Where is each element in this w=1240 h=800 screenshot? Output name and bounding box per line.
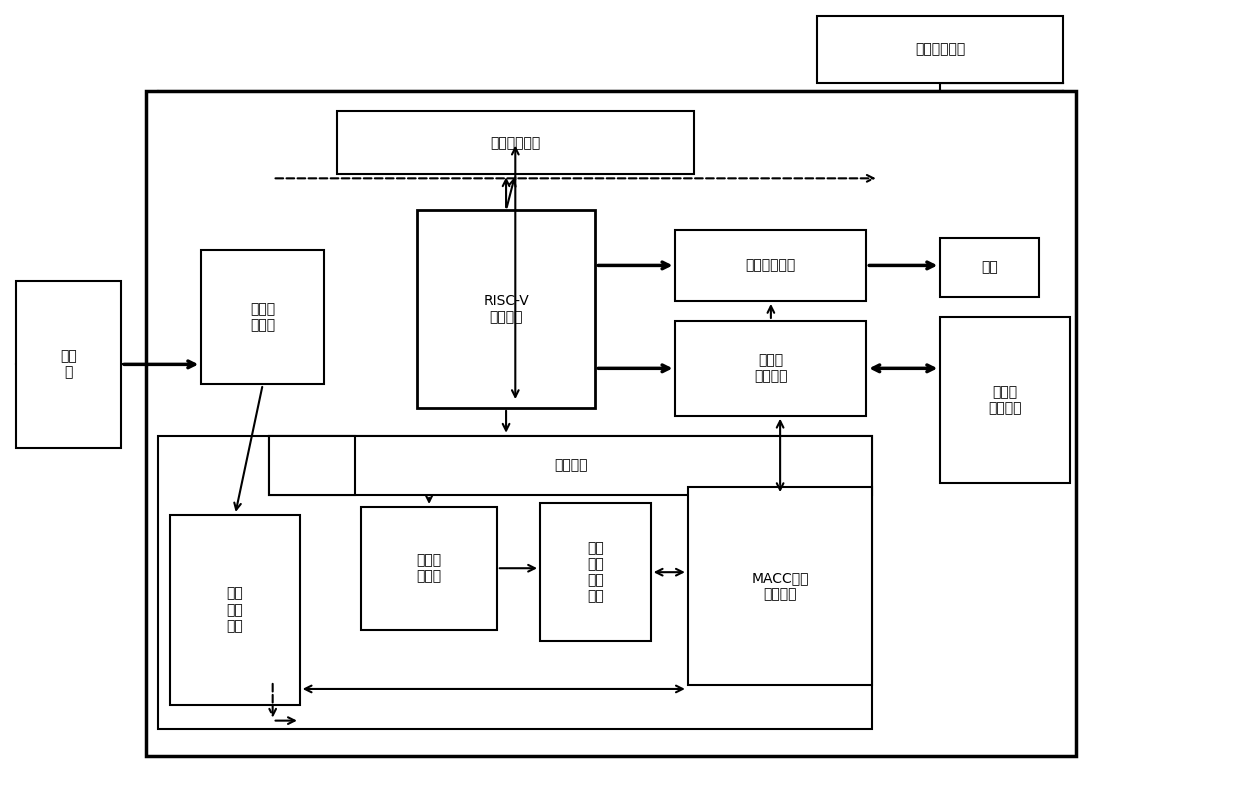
Bar [146, 91, 1076, 756]
Bar [269, 436, 873, 495]
Bar [688, 487, 873, 685]
Text: 数据
缓存
模块: 数据 缓存 模块 [227, 586, 243, 633]
Text: 图像转
码模块: 图像转 码模块 [250, 302, 275, 332]
Bar [940, 238, 1039, 297]
Text: 显示编码模块: 显示编码模块 [745, 258, 796, 273]
Text: 指令译
码模块: 指令译 码模块 [417, 553, 441, 583]
Text: 数据库
检索模块: 数据库 检索模块 [754, 354, 787, 383]
Bar [159, 436, 873, 729]
Bar [269, 436, 355, 495]
Text: 控制总线: 控制总线 [554, 458, 588, 472]
Text: MACC专用
加速模块: MACC专用 加速模块 [751, 571, 808, 601]
Bar [940, 317, 1070, 483]
Text: 参数存储模块: 参数存储模块 [915, 42, 966, 57]
Bar [201, 250, 325, 384]
Bar [539, 503, 651, 642]
Bar [361, 507, 497, 630]
Text: 硬件
加速
指令
队列: 硬件 加速 指令 队列 [587, 541, 604, 603]
Text: 存储控制模块: 存储控制模块 [490, 136, 541, 150]
Bar [337, 111, 694, 174]
Bar [676, 230, 867, 301]
Text: 输出: 输出 [981, 260, 998, 274]
Text: RISC-V
内核模块: RISC-V 内核模块 [484, 294, 529, 324]
Text: 人脸图
像数据库: 人脸图 像数据库 [988, 385, 1022, 415]
Bar [417, 210, 595, 408]
Bar [676, 321, 867, 416]
Bar [16, 282, 122, 447]
Text: 输入
源: 输入 源 [61, 350, 77, 379]
Bar [817, 16, 1064, 83]
Bar [170, 514, 300, 705]
